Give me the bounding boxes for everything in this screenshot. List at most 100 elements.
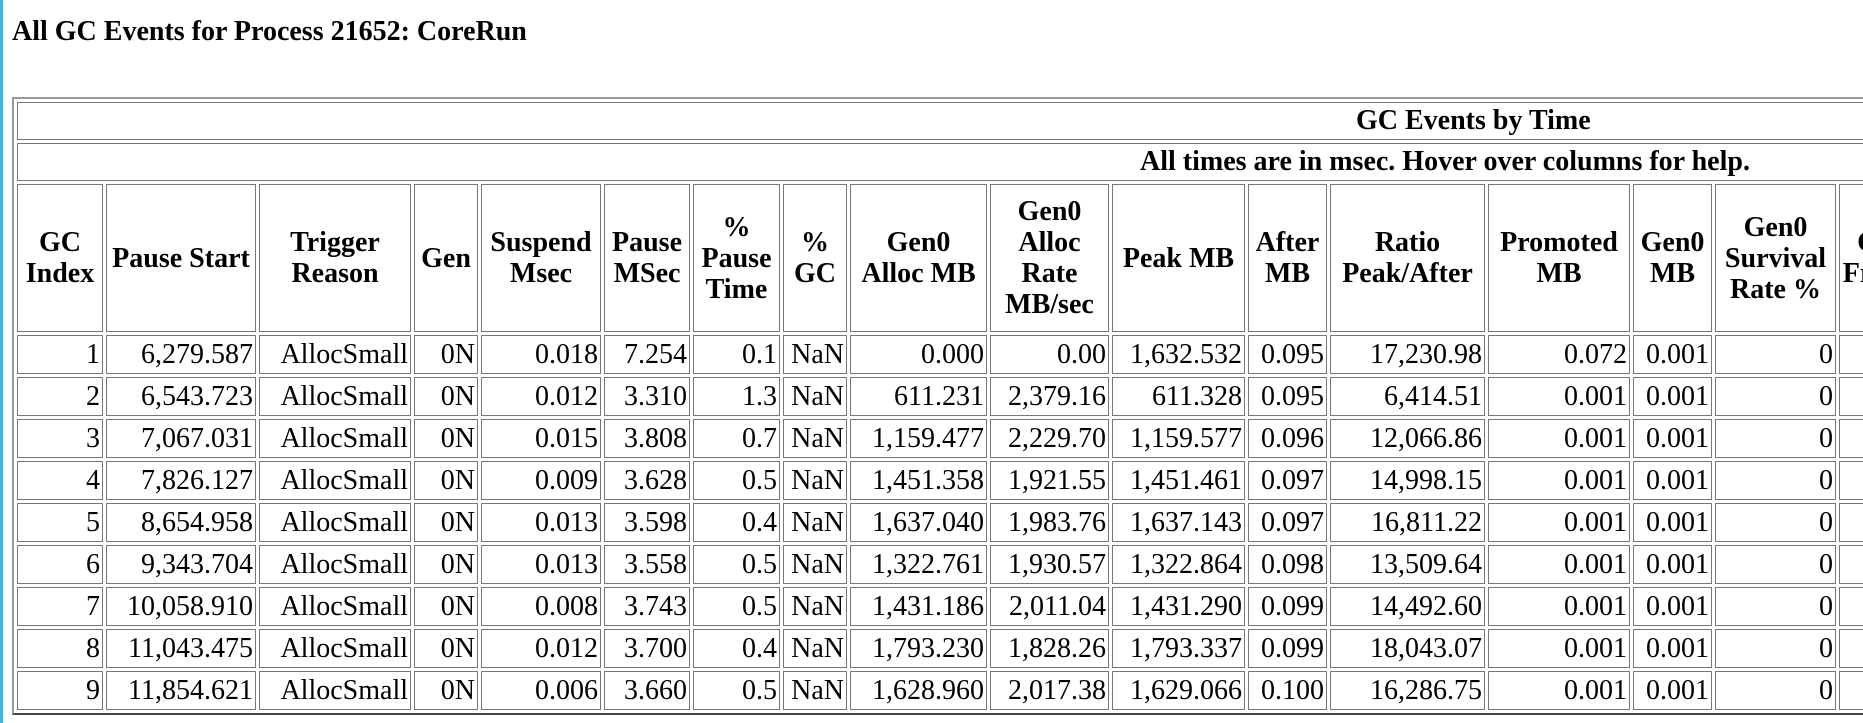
table-cell: 0.001	[1633, 629, 1712, 668]
table-cell: 3.700	[604, 629, 690, 668]
table-cell: 0.001	[1488, 545, 1630, 584]
table-cell: 3.310	[604, 377, 690, 416]
table-cell: 0N	[414, 461, 478, 500]
table-cell: 1,159.577	[1112, 419, 1245, 458]
table-cell: 0N	[414, 587, 478, 626]
table-cell: 0	[1715, 629, 1836, 668]
column-header[interactable]: Gen0 Survival Rate %	[1715, 184, 1836, 332]
table-cell: 0.000	[850, 335, 987, 374]
column-header[interactable]: Pause MSec	[604, 184, 690, 332]
table-cell: AllocSmall	[259, 419, 411, 458]
table-cell: 0	[1715, 671, 1836, 710]
table-row: 9 11,854.621 AllocSmall 0N 0.006 3.660 0.5 NaN 1…	[17, 671, 1863, 710]
table-cell: NaN	[783, 335, 847, 374]
table-caption: GC Events by Time	[17, 102, 1863, 140]
column-header[interactable]: Trigger Reason	[259, 184, 411, 332]
column-header[interactable]: Peak MB	[1112, 184, 1245, 332]
table-cell: 6	[17, 545, 103, 584]
table-cell: NaN	[783, 545, 847, 584]
table-cell: 16,286.75	[1330, 671, 1485, 710]
table-cell: 0.099	[1248, 587, 1327, 626]
table-cell: 0.001	[1633, 377, 1712, 416]
table-cell: 0.001	[1633, 335, 1712, 374]
table-cell: AllocSmall	[259, 461, 411, 500]
table-cell: 0.009	[481, 461, 601, 500]
table-cell: 16,811.22	[1330, 503, 1485, 542]
table-cell: 11,854.621	[106, 671, 256, 710]
table-cell: 7,067.031	[106, 419, 256, 458]
table-cell: 0	[1715, 461, 1836, 500]
table-cell: 1,322.864	[1112, 545, 1245, 584]
table-cell: 0.001	[1633, 419, 1712, 458]
table-cell: 3.808	[604, 419, 690, 458]
table-cell: 1,637.040	[850, 503, 987, 542]
column-header[interactable]: Gen0 MB	[1633, 184, 1712, 332]
column-header[interactable]: Pause Start	[106, 184, 256, 332]
table-cell: NaN	[783, 671, 847, 710]
table-cell: 0.00	[1839, 503, 1863, 542]
table-cell: NaN	[783, 419, 847, 458]
table-cell: 3.628	[604, 461, 690, 500]
gc-table: GC Events by Time All times are in msec.…	[12, 97, 1863, 715]
column-header[interactable]: % Pause Time	[693, 184, 780, 332]
table-cell: 14,492.60	[1330, 587, 1485, 626]
table-cell: 11,043.475	[106, 629, 256, 668]
table-cell: 1,632.532	[1112, 335, 1245, 374]
table-cell: 0N	[414, 377, 478, 416]
column-header[interactable]: Ratio Peak/After	[1330, 184, 1485, 332]
table-cell: 3.558	[604, 545, 690, 584]
table-row: 2 6,543.723 AllocSmall 0N 0.012 3.310 1.3 NaN 61…	[17, 377, 1863, 416]
table-cell: 7,826.127	[106, 461, 256, 500]
table-cell: 2,011.04	[990, 587, 1109, 626]
table-row: 1 6,279.587 AllocSmall 0N 0.018 7.254 0.1 NaN 0.…	[17, 335, 1863, 374]
table-cell: AllocSmall	[259, 671, 411, 710]
table-cell: 3	[17, 419, 103, 458]
table-cell: 0.00	[1839, 629, 1863, 668]
column-header[interactable]: Gen0 Alloc Rate MB/sec	[990, 184, 1109, 332]
table-cell: 611.231	[850, 377, 987, 416]
table-cell: 0N	[414, 419, 478, 458]
column-header[interactable]: Promoted MB	[1488, 184, 1630, 332]
table-cell: 9,343.704	[106, 545, 256, 584]
table-cell: 2,017.38	[990, 671, 1109, 710]
table-cell: 9	[17, 671, 103, 710]
table-cell: 10,058.910	[106, 587, 256, 626]
table-cell: 611.328	[1112, 377, 1245, 416]
table-cell: 0.4	[693, 503, 780, 542]
table-cell: 0.5	[693, 587, 780, 626]
table-cell: 18,043.07	[1330, 629, 1485, 668]
table-cell: 2	[17, 377, 103, 416]
table-cell: 1,637.143	[1112, 503, 1245, 542]
table-cell: 0.00	[1839, 671, 1863, 710]
table-cell: 3.660	[604, 671, 690, 710]
column-header[interactable]: % GC	[783, 184, 847, 332]
table-cell: 0.001	[1488, 587, 1630, 626]
table-cell: 0.100	[1248, 671, 1327, 710]
table-cell: 1,921.55	[990, 461, 1109, 500]
column-header[interactable]: Gen0 Frag %	[1839, 184, 1863, 332]
table-row: 6 9,343.704 AllocSmall 0N 0.013 3.558 0.5 NaN 1,…	[17, 545, 1863, 584]
table-cell: 0.001	[1488, 629, 1630, 668]
table-cell: 0.001	[1488, 419, 1630, 458]
column-header[interactable]: GC Index	[17, 184, 103, 332]
table-cell: NaN	[783, 503, 847, 542]
table-cell: 0.001	[1633, 587, 1712, 626]
column-header[interactable]: Suspend Msec	[481, 184, 601, 332]
table-cell: 1,828.26	[990, 629, 1109, 668]
table-cell: 0.095	[1248, 377, 1327, 416]
table-cell: NaN	[783, 587, 847, 626]
column-header[interactable]: Gen0 Alloc MB	[850, 184, 987, 332]
table-cell: 1,793.230	[850, 629, 987, 668]
column-header[interactable]: After MB	[1248, 184, 1327, 332]
table-cell: NaN	[783, 629, 847, 668]
table-cell: 1	[17, 335, 103, 374]
table-cell: 4	[17, 461, 103, 500]
table-cell: 0.00	[990, 335, 1109, 374]
table-cell: 8,654.958	[106, 503, 256, 542]
table-cell: 1,159.477	[850, 419, 987, 458]
table-cell: 3.743	[604, 587, 690, 626]
table-cell: 0.015	[481, 419, 601, 458]
table-row: 8 11,043.475 AllocSmall 0N 0.012 3.700 0.4 NaN 1…	[17, 629, 1863, 668]
table-cell: AllocSmall	[259, 587, 411, 626]
column-header[interactable]: Gen	[414, 184, 478, 332]
